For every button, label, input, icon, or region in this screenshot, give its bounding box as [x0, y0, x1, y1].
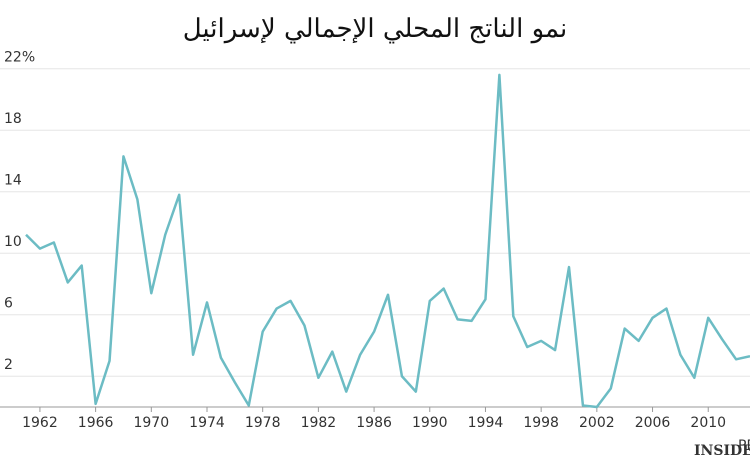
x-tick-label: 1962	[22, 415, 58, 431]
y-tick-label: 2	[4, 357, 13, 373]
x-tick-label: 2006	[635, 415, 671, 431]
x-tick-label: 2010	[690, 415, 726, 431]
x-tick-label: 1966	[78, 415, 114, 431]
x-tick-label: 2002	[579, 415, 615, 431]
y-tick-label: 22%	[4, 50, 35, 66]
brand-sup: PRO	[738, 438, 750, 454]
x-tick-label: 1998	[523, 415, 559, 431]
x-tick-label: 1970	[133, 415, 169, 431]
y-tick-label: 14	[4, 173, 22, 189]
y-tick-label: 18	[4, 111, 22, 127]
brand: INSIDER	[694, 443, 750, 458]
y-tick-label: 6	[4, 296, 13, 312]
x-tick-label: 1978	[245, 415, 281, 431]
x-tick-label: 1982	[301, 415, 337, 431]
x-tick-label: 1990	[412, 415, 448, 431]
data-line	[25, 73, 750, 409]
x-tick-label: 1986	[356, 415, 392, 431]
x-tick-label: 1974	[189, 415, 225, 431]
x-tick-label: 1994	[468, 415, 504, 431]
y-tick-label: 10	[4, 234, 22, 250]
chart-title: نمو الناتج المحلي الإجمالي لإسرائيل	[183, 14, 568, 44]
